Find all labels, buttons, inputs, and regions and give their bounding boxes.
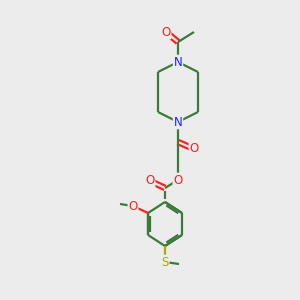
Text: O: O [161,26,171,38]
Text: O: O [173,173,183,187]
Text: N: N [174,56,182,68]
Text: N: N [174,116,182,128]
Text: S: S [161,256,169,268]
Text: O: O [146,175,154,188]
Text: O: O [189,142,199,155]
Text: O: O [128,200,138,212]
